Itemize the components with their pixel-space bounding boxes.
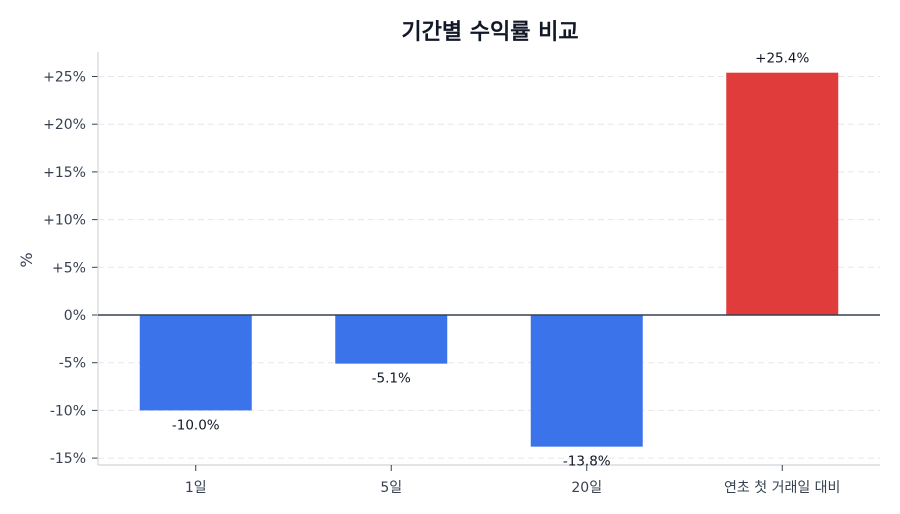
bar — [139, 315, 252, 411]
chart-title: 기간별 수익률 비교 — [401, 20, 579, 45]
bar — [530, 315, 643, 447]
bar — [726, 72, 839, 316]
bar-value-label: -10.0% — [172, 417, 220, 433]
x-tick-label: 20일 — [571, 480, 602, 496]
y-tick-label: -5% — [59, 356, 86, 372]
x-tick-label: 5일 — [380, 480, 402, 496]
bar-value-label: +25.4% — [755, 51, 809, 67]
x-tick-label: 연초 첫 거래일 대비 — [724, 480, 840, 496]
y-tick-label: +10% — [43, 213, 86, 229]
y-tick-label: -15% — [50, 451, 86, 467]
y-tick-label: +15% — [43, 165, 86, 181]
y-axis-label: % — [17, 252, 36, 267]
bar-value-label: -5.1% — [372, 371, 411, 387]
bar — [335, 315, 448, 364]
x-tick-label: 1일 — [185, 480, 207, 496]
y-tick-label: +25% — [43, 70, 86, 86]
y-tick-label: -10% — [50, 403, 86, 419]
bar-value-label: -13.8% — [563, 454, 611, 470]
y-tick-label: +5% — [52, 260, 86, 276]
y-tick-label: +20% — [43, 117, 86, 133]
y-tick-label: 0% — [64, 308, 86, 324]
